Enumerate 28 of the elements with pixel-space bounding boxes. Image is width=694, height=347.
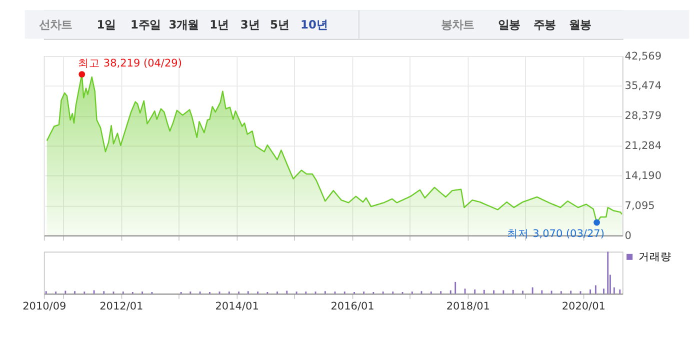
text: 3개월 bbox=[168, 17, 199, 32]
text: 봉차트 bbox=[441, 17, 474, 32]
text: 5년 bbox=[270, 17, 289, 32]
x-tick-label: 2012/01 bbox=[100, 300, 144, 312]
y-tick-label: 35,474 bbox=[624, 80, 662, 92]
y-tick-label: 14,190 bbox=[624, 170, 662, 182]
x-tick-label: 2016/01 bbox=[330, 300, 374, 312]
y-tick-label: 21,284 bbox=[624, 140, 662, 152]
text: 일봉 bbox=[498, 17, 520, 32]
y-tick-label: 0 bbox=[624, 230, 632, 242]
text: 주봉 bbox=[534, 17, 556, 32]
legend-label: 거래량 bbox=[638, 250, 672, 263]
text: 1주일 bbox=[130, 17, 160, 32]
text: 3년 bbox=[240, 17, 260, 32]
y-tick-label: 28,379 bbox=[624, 110, 662, 122]
x-tick-label: 2010/09 bbox=[22, 300, 66, 312]
text: 1년 bbox=[210, 17, 229, 32]
y-tick-label: 42,569 bbox=[624, 50, 662, 62]
annotation: 최저 3,070 (03/27) bbox=[507, 228, 604, 240]
text: 월봉 bbox=[569, 17, 592, 32]
text: 선차트 bbox=[38, 17, 72, 32]
x-tick-label: 2020/01 bbox=[562, 300, 606, 312]
y-tick-label: 7,095 bbox=[624, 200, 655, 212]
x-tick-label: 2018/01 bbox=[446, 300, 490, 312]
annotation: 최고 38,219 (04/29) bbox=[78, 58, 182, 70]
text: 10년 bbox=[300, 17, 328, 32]
text: 1일 bbox=[96, 17, 116, 32]
x-tick-label: 2014/01 bbox=[215, 300, 259, 312]
